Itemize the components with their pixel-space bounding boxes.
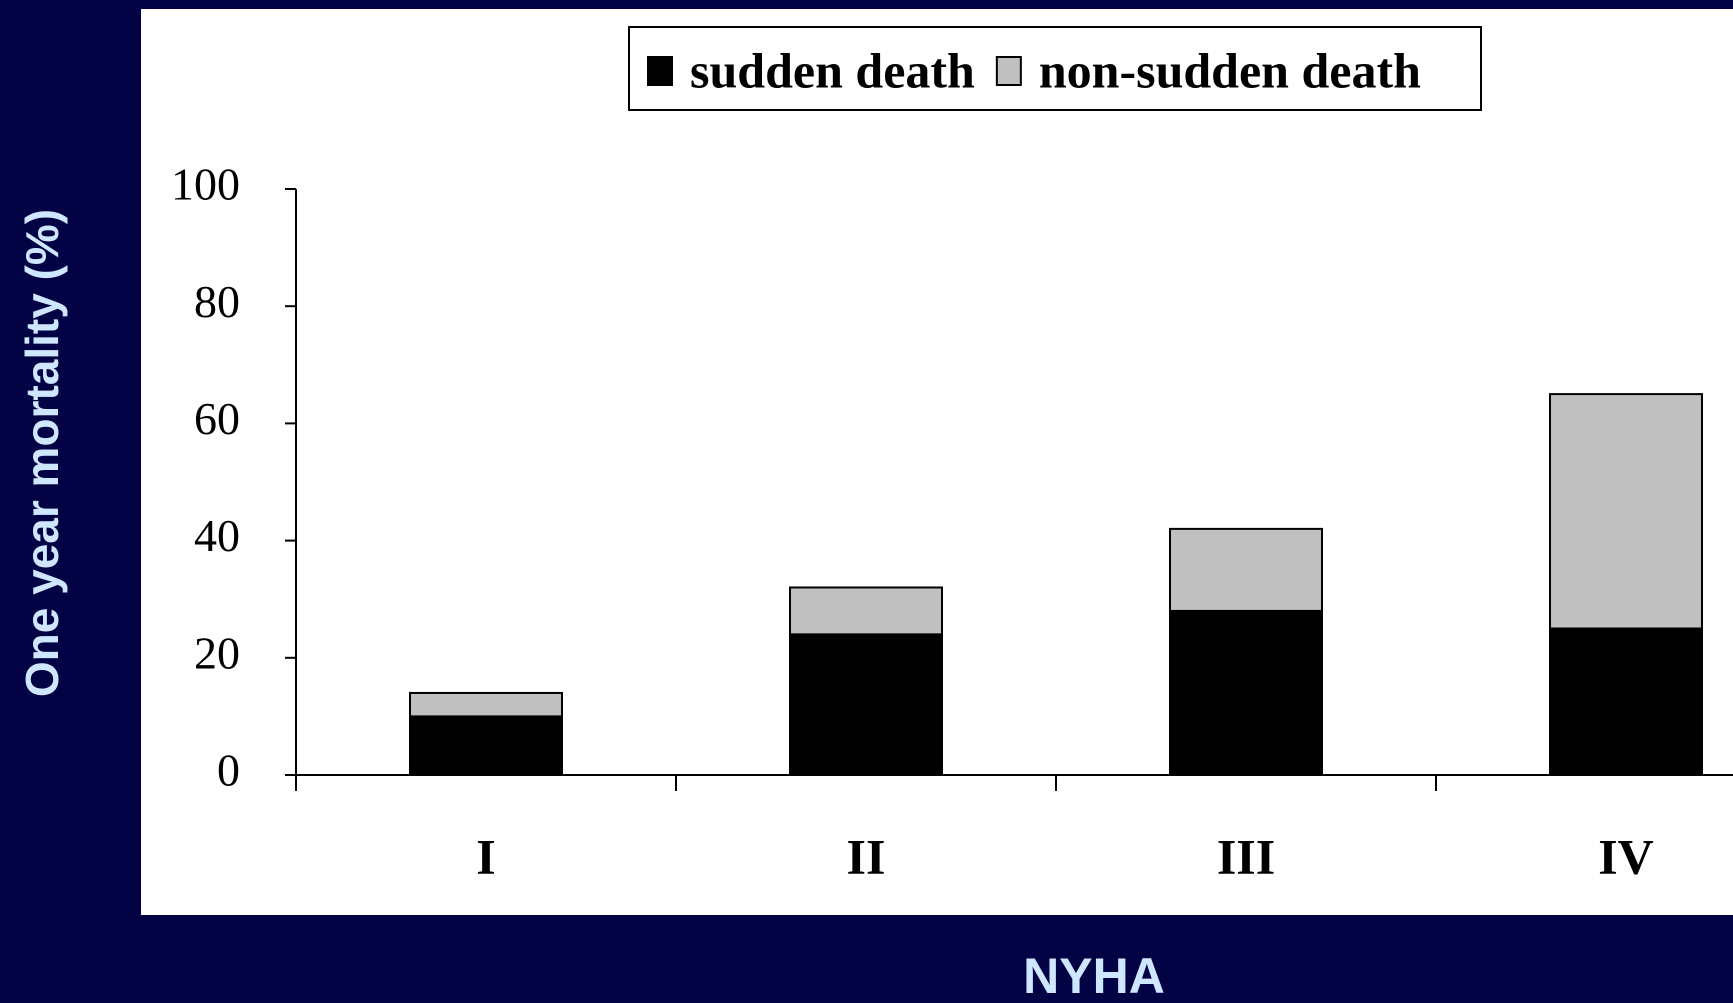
legend-box [628, 26, 1482, 111]
bar-segment [409, 715, 563, 777]
y-tick-label: 20 [194, 627, 240, 678]
bar-segment [1169, 609, 1323, 776]
x-tick-label: III [1217, 828, 1275, 884]
x-tick-label: II [847, 828, 886, 884]
x-tick-label: I [476, 828, 495, 884]
bar-segment [1169, 527, 1323, 612]
legend-label: non-sudden death [1039, 42, 1421, 98]
bar-segment [1549, 393, 1703, 630]
y-tick-label: 80 [194, 276, 240, 327]
x-tick-label: IV [1598, 828, 1654, 884]
plot-panel [141, 9, 1733, 915]
bar-segment [789, 586, 943, 636]
x-axis-title: NYHA [1023, 948, 1165, 1003]
y-tick-label: 60 [194, 393, 240, 444]
bar-segment [1549, 627, 1703, 776]
bar-segment [409, 691, 563, 718]
y-tick-label: 100 [171, 159, 240, 210]
legend-swatch [647, 56, 673, 86]
legend-swatch [995, 56, 1022, 86]
bar-segment [789, 633, 943, 776]
y-tick-label: 0 [217, 745, 240, 796]
y-tick-label: 40 [194, 510, 240, 561]
legend-label: sudden death [690, 42, 975, 98]
y-axis-title: One year mortality (%) [16, 209, 68, 697]
